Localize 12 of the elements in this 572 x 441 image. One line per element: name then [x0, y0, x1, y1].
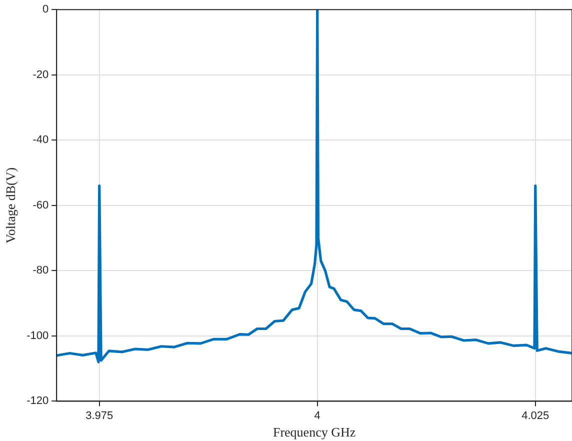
y-tick-label: 0 [42, 4, 49, 16]
y-tick-label: -40 [32, 134, 49, 146]
x-tick-label: 4 [314, 410, 320, 422]
x-axis-title: Frequency GHz [272, 424, 356, 440]
y-axis-title: Voltage dB(V) [3, 167, 18, 244]
x-tick-label: 3.975 [86, 410, 114, 422]
y-tick-label: -60 [32, 199, 49, 212]
x-tick-label: 4.025 [522, 410, 550, 422]
y-tick-label: -100 [26, 330, 49, 342]
y-tick-label: -20 [32, 68, 49, 81]
y-tick-label: -120 [26, 395, 49, 408]
y-tick-label: -80 [32, 264, 49, 277]
